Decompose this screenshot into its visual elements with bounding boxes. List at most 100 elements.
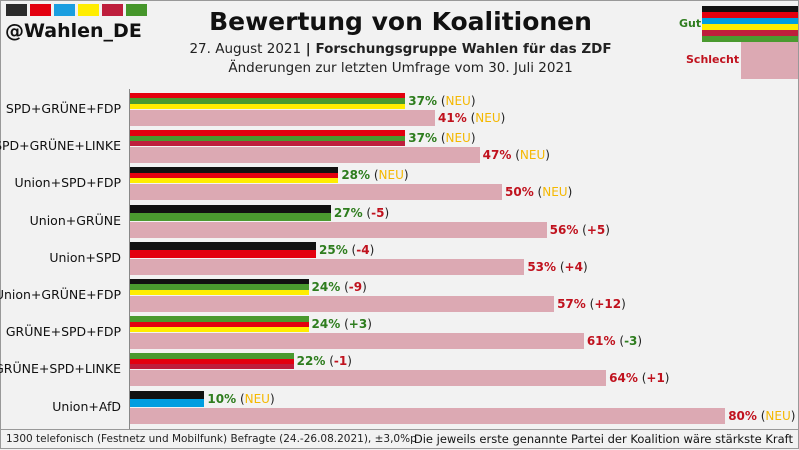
value-label: 41% (NEU) bbox=[438, 111, 505, 125]
value-label: 10% (NEU) bbox=[207, 392, 274, 406]
party-stripe-fdp bbox=[130, 178, 339, 184]
value-label: 37% (NEU) bbox=[408, 131, 475, 145]
value: 28% bbox=[341, 168, 371, 183]
paren: ( bbox=[585, 297, 595, 311]
legend-bad-swatch bbox=[741, 42, 798, 79]
party-stripe-grüne bbox=[130, 135, 406, 141]
good-bar bbox=[130, 204, 331, 221]
value-label: 24% (-9) bbox=[312, 280, 367, 294]
institute: Forschungsgruppe Wahlen für das ZDF bbox=[315, 41, 612, 57]
bad-bar bbox=[130, 296, 555, 312]
good-bar bbox=[130, 130, 406, 147]
handle: @Wahlen_DE bbox=[5, 20, 142, 42]
paren: ( bbox=[578, 222, 587, 237]
change: NEU bbox=[542, 185, 568, 200]
party-stripe-fdp bbox=[130, 103, 406, 109]
party-stripe-union bbox=[130, 279, 309, 285]
paren: ( bbox=[362, 205, 372, 220]
logo-stripe bbox=[102, 4, 123, 16]
change: NEU bbox=[475, 111, 501, 125]
party-stripe-afd bbox=[130, 398, 205, 407]
paren: ( bbox=[347, 242, 357, 257]
paren: ) bbox=[567, 185, 573, 200]
paren: ) bbox=[790, 408, 796, 423]
party-stripe-linke bbox=[130, 140, 406, 147]
party-stripe-grüne bbox=[130, 353, 294, 359]
party-stripe-grüne bbox=[130, 316, 309, 322]
bad-bar bbox=[130, 147, 480, 164]
paren: ( bbox=[511, 148, 520, 163]
footer-methodology: 1300 telefonisch (Festnetz und Mobilfunk… bbox=[6, 433, 417, 445]
party-stripe-fdp bbox=[130, 326, 309, 333]
party-stripe-grüne bbox=[130, 212, 331, 221]
value-label: 27% (-5) bbox=[334, 206, 389, 220]
value: 37% bbox=[408, 131, 437, 146]
good-bar bbox=[130, 241, 316, 258]
value-label: 57% (+12) bbox=[557, 297, 626, 311]
party-stripe-union bbox=[130, 167, 339, 173]
logo-stripes bbox=[6, 4, 147, 16]
logo-stripe bbox=[78, 4, 99, 16]
value-label: 25% (-4) bbox=[319, 243, 374, 257]
subtitle-source: 27. August 2021 | Forschungsgruppe Wahle… bbox=[1, 41, 799, 57]
value: 10% bbox=[207, 391, 237, 406]
paren: ( bbox=[325, 354, 334, 369]
subtitle-changes: Änderungen zur letzten Umfrage vom 30. J… bbox=[228, 60, 573, 76]
coalition-label: SPD+GRÜNE+FDP bbox=[5, 101, 121, 116]
paren: ) bbox=[384, 205, 390, 220]
coalition-label: Union+AfD bbox=[52, 398, 121, 414]
bad-bar bbox=[130, 370, 607, 387]
logo-stripe bbox=[6, 4, 27, 16]
good-bar bbox=[130, 353, 294, 370]
change: NEU bbox=[445, 94, 471, 108]
logo-stripe bbox=[126, 4, 147, 16]
value-label: 22% (-1) bbox=[297, 354, 352, 368]
party-stripe-fdp bbox=[130, 289, 309, 295]
value-label: 37% (NEU) bbox=[408, 94, 475, 108]
legend-stripe bbox=[702, 24, 798, 30]
value-label: 24% (+3) bbox=[312, 317, 372, 331]
paren: ( bbox=[340, 280, 349, 294]
coalition-label: GRÜNE+SPD+LINKE bbox=[0, 361, 121, 377]
footer-note: Die jeweils erste genannte Partei der Ko… bbox=[413, 432, 793, 446]
value-label: 80% (NEU) bbox=[728, 409, 795, 423]
paren: ( bbox=[437, 94, 446, 108]
paren: ( bbox=[370, 168, 379, 183]
value: 25% bbox=[319, 242, 348, 257]
good-bar bbox=[130, 316, 309, 333]
good-bar bbox=[130, 167, 339, 184]
value-label: 47% (NEU) bbox=[483, 148, 550, 162]
party-stripe-linke bbox=[130, 364, 294, 370]
value: 24% bbox=[311, 280, 341, 294]
party-stripe-union bbox=[130, 241, 316, 250]
logo-stripe bbox=[30, 4, 51, 16]
paren: ( bbox=[437, 131, 446, 146]
legend-stripe bbox=[702, 6, 798, 12]
change: +3 bbox=[348, 317, 368, 332]
date: 27. August 2021 bbox=[189, 41, 302, 57]
change: NEU bbox=[765, 408, 791, 423]
coalition-label: Union+SPD+FDP bbox=[14, 175, 121, 191]
coalition-label: Union+SPD bbox=[49, 249, 121, 265]
value: 56% bbox=[549, 222, 579, 237]
party-stripe-grüne bbox=[130, 284, 309, 290]
axis-line bbox=[129, 89, 130, 429]
coalition-label: Union+GRÜNE+FDP bbox=[0, 287, 121, 302]
coalition-label: Union+GRÜNE bbox=[29, 212, 121, 228]
paren: ) bbox=[362, 280, 367, 294]
bad-bar bbox=[130, 333, 584, 350]
bad-bar bbox=[130, 184, 502, 201]
change: NEU bbox=[519, 148, 546, 163]
paren: ) bbox=[470, 131, 476, 146]
paren: ) bbox=[637, 334, 643, 349]
value-label: 53% (+4) bbox=[527, 260, 587, 274]
value-label: 28% (NEU) bbox=[341, 168, 408, 182]
legend-stripe bbox=[702, 30, 798, 36]
party-stripe-spd bbox=[130, 321, 309, 327]
value: 57% bbox=[557, 297, 586, 311]
change: +5 bbox=[586, 222, 606, 237]
value: 47% bbox=[482, 148, 512, 163]
legend-stripe bbox=[702, 36, 798, 42]
chart-title: Bewertung von Koalitionen bbox=[209, 7, 592, 36]
change: -3 bbox=[624, 334, 638, 349]
